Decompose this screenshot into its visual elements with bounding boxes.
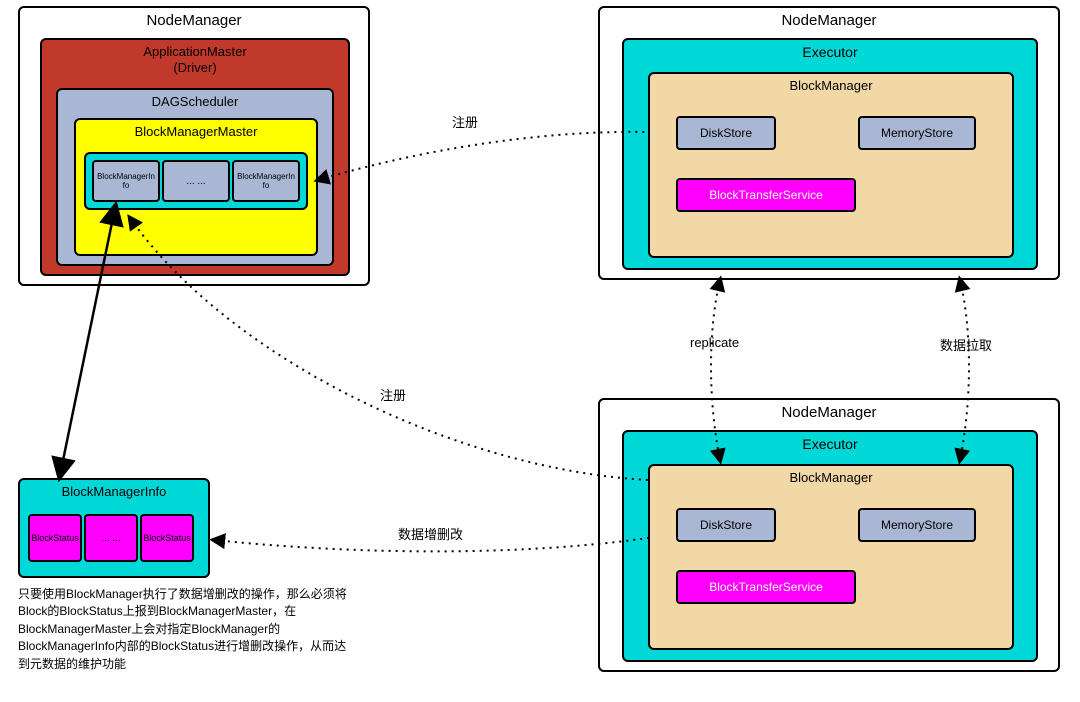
- application-master-title: ApplicationMaster (Driver): [42, 40, 348, 79]
- blockstatus-1: BlockStatus: [28, 514, 82, 562]
- bm-tr-title: BlockManager: [650, 74, 1012, 97]
- app-master-line2: (Driver): [173, 60, 216, 75]
- blocktransferservice-tr: BlockTransferService: [676, 178, 856, 212]
- edge-label-register-top: 注册: [452, 112, 478, 131]
- bmi-panel-title: BlockManagerInfo: [20, 480, 208, 503]
- edge-label-register-mid: 注册: [380, 385, 406, 404]
- blocktransferservice-br: BlockTransferService: [676, 570, 856, 604]
- blockstatus-dots: ... ...: [84, 514, 138, 562]
- nm-br-title: NodeManager: [600, 400, 1058, 425]
- exec-tr-title: Executor: [624, 40, 1036, 64]
- diskstore-tr: DiskStore: [676, 116, 776, 150]
- blockmanager-br: BlockManager: [648, 464, 1014, 650]
- edge-label-replicate: replicate: [690, 335, 739, 350]
- app-master-line1: ApplicationMaster: [143, 44, 246, 59]
- blockmanager-tr: BlockManager: [648, 72, 1014, 258]
- bmi-cell-dots: ... ...: [162, 160, 230, 202]
- explanation-paragraph: 只要使用BlockManager执行了数据增删改的操作，那么必须将Block的B…: [18, 586, 358, 673]
- nm-tr-title: NodeManager: [600, 8, 1058, 33]
- nodemanager-left-title: NodeManager: [20, 8, 368, 33]
- bmi-cell-2: BlockManagerInfo: [232, 160, 300, 202]
- blockstatus-2: BlockStatus: [140, 514, 194, 562]
- exec-br-title: Executor: [624, 432, 1036, 456]
- diskstore-br: DiskStore: [676, 508, 776, 542]
- edge-label-pull: 数据拉取: [940, 335, 992, 354]
- bmm-title: BlockManagerMaster: [76, 120, 316, 143]
- bm-br-title: BlockManager: [650, 466, 1012, 489]
- memorystore-br: MemoryStore: [858, 508, 976, 542]
- dag-title: DAGScheduler: [58, 90, 332, 113]
- memorystore-tr: MemoryStore: [858, 116, 976, 150]
- edge-label-crud: 数据增删改: [398, 524, 463, 543]
- bmi-cell-1: BlockManagerInfo: [92, 160, 160, 202]
